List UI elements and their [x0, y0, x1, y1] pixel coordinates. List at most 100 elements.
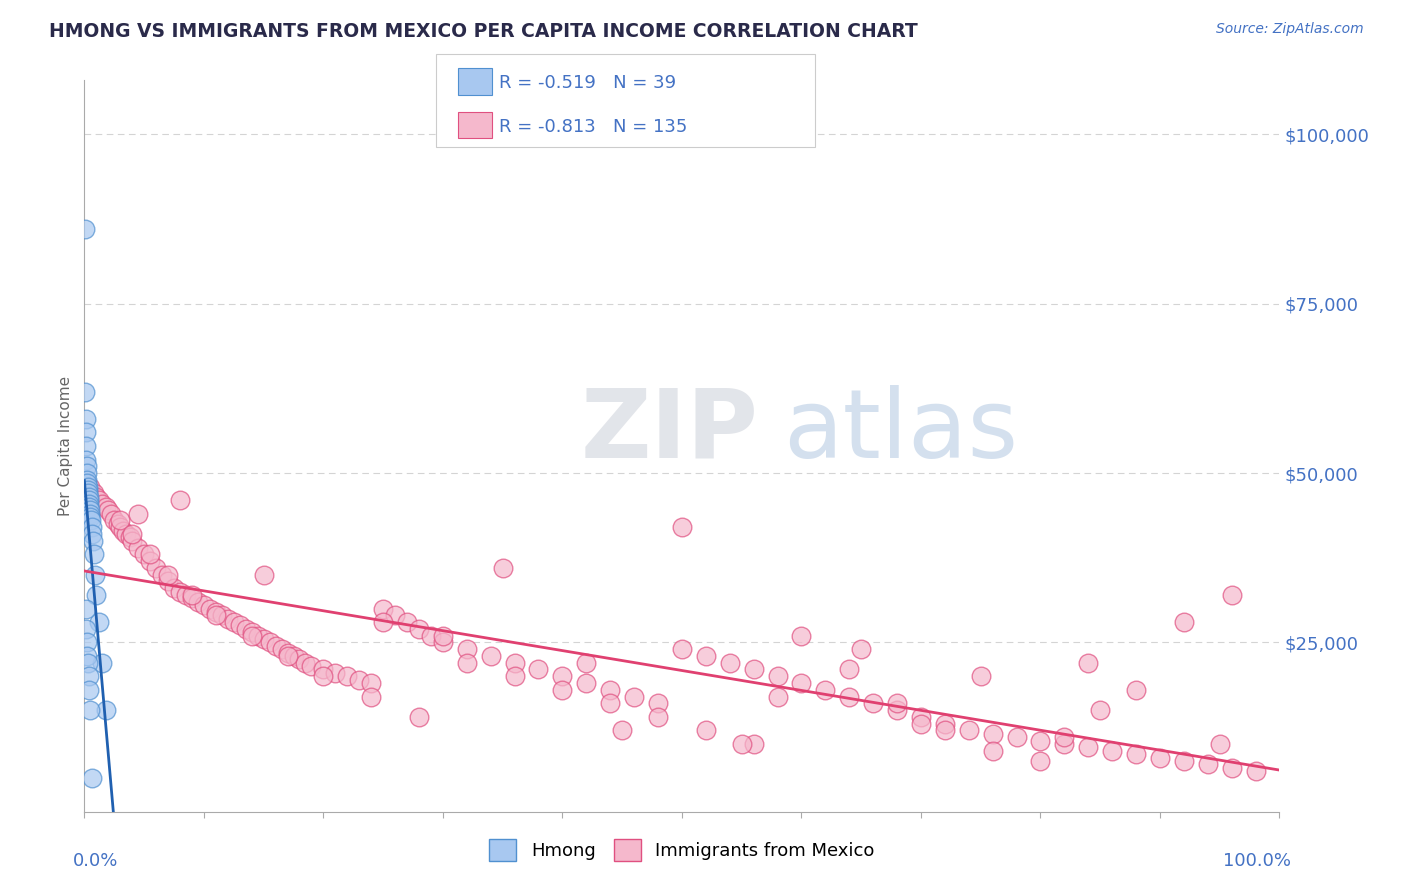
Point	[1077, 740, 1099, 755]
Point	[174, 588, 197, 602]
Point	[139, 554, 162, 568]
Point	[838, 663, 860, 677]
Point	[718, 656, 741, 670]
Point	[79, 503, 101, 517]
Point	[145, 561, 167, 575]
Point	[288, 652, 311, 666]
Point	[229, 618, 252, 632]
Point	[647, 697, 669, 711]
Point	[432, 629, 454, 643]
Point	[934, 716, 956, 731]
Point	[970, 669, 993, 683]
Point	[1101, 744, 1123, 758]
Point	[187, 595, 209, 609]
Point	[115, 527, 138, 541]
Point	[79, 507, 101, 521]
Point	[132, 547, 156, 561]
Point	[75, 452, 97, 467]
Point	[80, 514, 103, 528]
Point	[575, 676, 598, 690]
Text: atlas: atlas	[783, 384, 1018, 478]
Point	[420, 629, 443, 643]
Point	[1053, 737, 1076, 751]
Point	[360, 676, 382, 690]
Point	[79, 500, 101, 514]
Point	[1029, 754, 1052, 768]
Point	[384, 608, 406, 623]
Point	[110, 520, 132, 534]
Point	[301, 659, 323, 673]
Point	[277, 646, 299, 660]
Point	[766, 669, 789, 683]
Point	[87, 493, 110, 508]
Point	[80, 771, 103, 785]
Point	[1173, 754, 1195, 768]
Point	[408, 710, 430, 724]
Point	[77, 656, 100, 670]
Point	[742, 737, 765, 751]
Point	[94, 500, 117, 514]
Point	[87, 615, 110, 629]
Point	[91, 656, 114, 670]
Point	[118, 530, 141, 544]
Point	[75, 439, 97, 453]
Point	[169, 493, 191, 508]
Point	[527, 663, 550, 677]
Point	[790, 629, 813, 643]
Point	[766, 690, 789, 704]
Point	[83, 547, 105, 561]
Point	[83, 486, 105, 500]
Point	[294, 656, 316, 670]
Point	[181, 591, 204, 606]
Point	[503, 669, 526, 683]
Point	[360, 690, 382, 704]
Point	[253, 567, 276, 582]
Point	[76, 635, 98, 649]
Point	[77, 669, 100, 683]
Point	[91, 497, 114, 511]
Point	[742, 663, 765, 677]
Text: R = -0.813   N = 135: R = -0.813 N = 135	[499, 118, 688, 136]
Point	[139, 547, 162, 561]
Point	[127, 507, 149, 521]
Point	[94, 703, 117, 717]
Point	[647, 710, 669, 724]
Point	[157, 567, 180, 582]
Point	[671, 520, 693, 534]
Point	[336, 669, 359, 683]
Point	[851, 642, 873, 657]
Point	[1005, 730, 1028, 744]
Point	[910, 716, 932, 731]
Point	[264, 639, 287, 653]
Point	[623, 690, 645, 704]
Point	[76, 459, 98, 474]
Point	[814, 682, 837, 697]
Y-axis label: Per Capita Income: Per Capita Income	[58, 376, 73, 516]
Point	[193, 598, 215, 612]
Point	[373, 601, 395, 615]
Point	[110, 514, 132, 528]
Point	[432, 635, 454, 649]
Point	[75, 622, 97, 636]
Point	[240, 625, 263, 640]
Point	[599, 697, 621, 711]
Point	[75, 425, 97, 440]
Point	[551, 669, 574, 683]
Point	[1149, 750, 1171, 764]
Point	[612, 723, 634, 738]
Point	[240, 629, 263, 643]
Point	[1244, 764, 1267, 778]
Point	[1053, 730, 1076, 744]
Point	[1125, 682, 1147, 697]
Point	[77, 483, 100, 497]
Point	[77, 486, 100, 500]
Point	[205, 608, 228, 623]
Point	[1029, 733, 1052, 747]
Point	[76, 476, 98, 491]
Point	[957, 723, 980, 738]
Point	[312, 669, 335, 683]
Point	[211, 608, 233, 623]
Point	[790, 676, 813, 690]
Text: 100.0%: 100.0%	[1223, 852, 1292, 870]
Legend: Hmong, Immigrants from Mexico: Hmong, Immigrants from Mexico	[482, 832, 882, 869]
